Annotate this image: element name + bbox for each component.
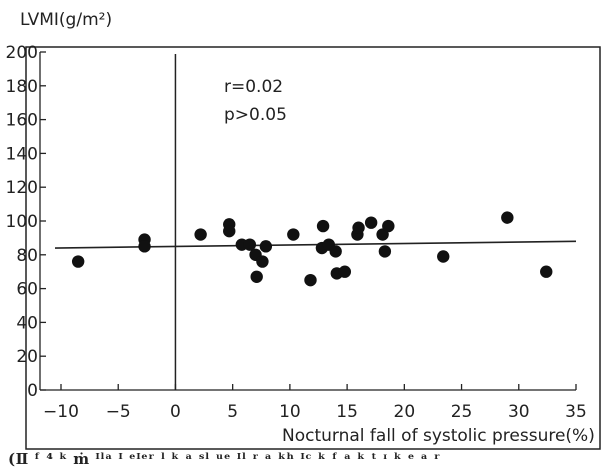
data-point: [259, 240, 273, 253]
data-point: [250, 270, 263, 283]
data-point: [316, 219, 330, 233]
x-tick-label: 30: [508, 402, 530, 422]
x-axis-label: Nocturnal fall of systolic pressure(%): [282, 426, 595, 446]
y-tick-label: 140: [6, 144, 38, 164]
regression-line: [54, 240, 577, 249]
data-point: [364, 216, 378, 229]
y-tick-label: 20: [16, 347, 38, 367]
x-tick-label: 15: [336, 402, 358, 422]
data-point: [352, 221, 365, 234]
data-point: [256, 255, 269, 268]
figure-caption: (Ⅱ ᶠ ⁴ ᵏ ṁ ᴵˡᵃ ᴵ ᵉᴵᵉʳ ˡ ᵏ ᵃ ˢˡ ᵘᵉ ᴵˡ ʳ ᵃ…: [8, 450, 441, 468]
data-point: [287, 228, 300, 241]
x-tick-label: −5: [106, 402, 131, 422]
y-tick-label: 60: [16, 280, 38, 300]
x-tick-label: 35: [565, 402, 587, 422]
y-axis-label: LVMI(g/m²): [20, 10, 112, 30]
data-point: [437, 250, 450, 263]
data-point: [382, 219, 395, 233]
data-point: [71, 255, 85, 268]
data-point: [304, 273, 317, 287]
y-tick-label: 80: [16, 246, 38, 266]
data-point: [194, 228, 207, 241]
data-points: [71, 211, 553, 287]
x-tick-label: 10: [279, 402, 301, 422]
x-tick-label: −10: [43, 402, 79, 422]
data-point: [223, 224, 236, 238]
x-tick-label: 0: [170, 402, 181, 422]
data-point: [329, 245, 342, 258]
data-point: [338, 265, 352, 278]
y-tick-label: 0: [27, 381, 38, 401]
p-value-annotation: p>0.05: [224, 105, 287, 125]
x-tick-label: 5: [227, 402, 238, 422]
x-tick-label: 25: [451, 402, 473, 422]
y-tick-label: 40: [16, 313, 38, 333]
data-point: [138, 240, 151, 253]
data-point: [501, 211, 514, 224]
y-tick-label: 160: [6, 111, 38, 131]
x-tick-label: 20: [394, 402, 416, 422]
plot-frame: [25, 46, 601, 450]
scatter-plot: 0 20 40 60 80 100 120 140 160 180 200 −10 −5 0 5 10 15 2…: [6, 10, 601, 450]
y-tick-label: 180: [6, 77, 38, 97]
y-axis-ticks: 0 20 40 60 80 100 120 140 160 180 200: [6, 43, 46, 401]
correlation-annotation: r=0.02: [224, 77, 283, 97]
y-tick-label: 120: [6, 178, 38, 198]
x-axis-ticks: −10 −5 0 5 10 15 20 25 30 35: [43, 384, 587, 422]
data-point: [243, 238, 257, 251]
data-point: [378, 245, 392, 258]
y-tick-label: 200: [6, 43, 38, 63]
y-tick-label: 100: [6, 212, 38, 232]
data-point: [540, 265, 553, 278]
